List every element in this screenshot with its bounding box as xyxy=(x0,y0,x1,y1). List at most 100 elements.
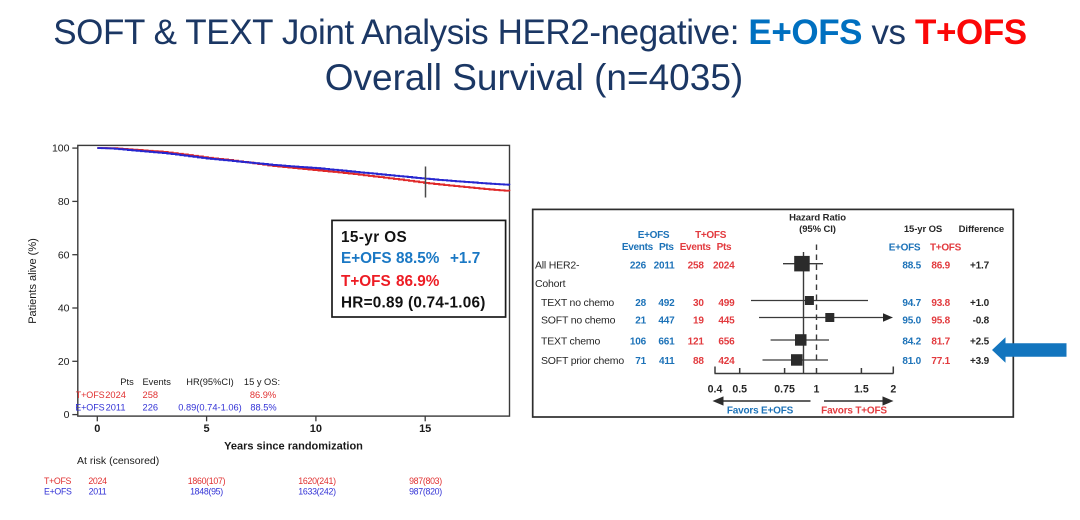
svg-text:Favors T+OFS: Favors T+OFS xyxy=(821,406,887,417)
svg-text:95.0: 95.0 xyxy=(902,315,921,326)
svg-text:86.9%: 86.9% xyxy=(396,273,440,290)
svg-text:987(820): 987(820) xyxy=(409,487,442,497)
svg-text:1633(242): 1633(242) xyxy=(298,487,336,497)
svg-text:445: 445 xyxy=(718,315,735,326)
svg-text:Pts: Pts xyxy=(659,242,674,253)
svg-text:492: 492 xyxy=(658,298,675,309)
svg-text:987(803): 987(803) xyxy=(409,476,442,486)
svg-text:19: 19 xyxy=(693,315,704,326)
svg-text:28: 28 xyxy=(635,298,646,309)
svg-text:1.5: 1.5 xyxy=(854,384,869,396)
svg-text:1860(107): 1860(107) xyxy=(188,476,226,486)
svg-text:2011: 2011 xyxy=(654,260,676,271)
svg-text:94.7: 94.7 xyxy=(902,298,921,309)
svg-text:21: 21 xyxy=(635,315,646,326)
svg-text:2: 2 xyxy=(890,384,896,396)
svg-text:+3.9: +3.9 xyxy=(970,356,990,367)
svg-text:E+OFS: E+OFS xyxy=(341,250,392,267)
svg-text:30: 30 xyxy=(693,298,704,309)
svg-text:447: 447 xyxy=(658,315,675,326)
svg-text:656: 656 xyxy=(718,336,735,347)
svg-text:226: 226 xyxy=(143,403,159,413)
svg-text:81.0: 81.0 xyxy=(902,356,921,367)
svg-text:499: 499 xyxy=(718,298,735,309)
svg-text:88: 88 xyxy=(693,356,704,367)
svg-text:2024: 2024 xyxy=(713,260,735,271)
svg-text:661: 661 xyxy=(658,336,675,347)
svg-text:Pts: Pts xyxy=(120,377,134,387)
svg-text:E+OFS: E+OFS xyxy=(44,487,72,497)
svg-text:40: 40 xyxy=(58,303,70,315)
svg-text:88.5%: 88.5% xyxy=(396,250,440,267)
svg-text:1620(241): 1620(241) xyxy=(298,476,336,486)
svg-text:Events: Events xyxy=(142,377,171,387)
svg-text:E+OFS: E+OFS xyxy=(75,403,104,413)
svg-text:0: 0 xyxy=(94,423,100,435)
svg-text:0.5: 0.5 xyxy=(732,384,747,396)
svg-text:95.8: 95.8 xyxy=(931,315,950,326)
svg-text:15: 15 xyxy=(419,423,431,435)
svg-text:+1.0: +1.0 xyxy=(970,298,990,309)
svg-text:E+OFS: E+OFS xyxy=(889,243,921,254)
svg-text:HR=0.89 (0.74-1.06): HR=0.89 (0.74-1.06) xyxy=(341,295,486,312)
svg-text:SOFT no chemo: SOFT no chemo xyxy=(541,314,616,326)
svg-text:0.4: 0.4 xyxy=(708,384,723,396)
svg-text:0.89(0.74-1.06): 0.89(0.74-1.06) xyxy=(178,403,242,413)
svg-text:Events: Events xyxy=(622,242,654,253)
svg-text:93.8: 93.8 xyxy=(931,298,950,309)
svg-text:Patients alive (%): Patients alive (%) xyxy=(27,238,39,324)
svg-text:84.2: 84.2 xyxy=(902,336,921,347)
svg-text:60: 60 xyxy=(58,249,70,261)
svg-text:TEXT no chemo: TEXT no chemo xyxy=(541,297,614,309)
svg-text:0: 0 xyxy=(64,409,70,421)
svg-text:T+OFS: T+OFS xyxy=(44,476,72,486)
svg-text:5: 5 xyxy=(204,423,210,435)
svg-text:0.75: 0.75 xyxy=(774,384,795,396)
svg-text:+2.5: +2.5 xyxy=(970,336,990,347)
svg-text:258: 258 xyxy=(688,260,705,271)
svg-text:424: 424 xyxy=(718,356,735,367)
svg-text:258: 258 xyxy=(143,390,159,400)
svg-text:SOFT prior chemo: SOFT prior chemo xyxy=(541,355,624,367)
svg-text:TEXT chemo: TEXT chemo xyxy=(541,335,600,347)
svg-text:T+OFS: T+OFS xyxy=(76,390,105,400)
svg-text:(95% CI): (95% CI) xyxy=(799,224,836,235)
svg-text:Favors E+OFS: Favors E+OFS xyxy=(727,406,794,417)
svg-text:71: 71 xyxy=(635,356,646,367)
svg-text:2024: 2024 xyxy=(105,390,126,400)
svg-text:88.5%: 88.5% xyxy=(250,403,276,413)
svg-text:Cohort: Cohort xyxy=(535,278,566,290)
svg-text:77.1: 77.1 xyxy=(931,356,950,367)
svg-text:2011: 2011 xyxy=(106,403,126,413)
svg-text:2024: 2024 xyxy=(88,476,107,486)
svg-text:121: 121 xyxy=(688,336,705,347)
svg-text:1848(95): 1848(95) xyxy=(190,487,223,497)
svg-text:20: 20 xyxy=(58,356,70,368)
svg-text:At risk (censored): At risk (censored) xyxy=(77,455,159,467)
svg-text:1: 1 xyxy=(814,384,820,396)
svg-text:+1.7: +1.7 xyxy=(450,250,480,267)
svg-text:10: 10 xyxy=(310,423,322,435)
svg-text:All HER2-: All HER2- xyxy=(535,259,580,271)
svg-text:-0.8: -0.8 xyxy=(973,315,990,326)
svg-text:106: 106 xyxy=(630,336,647,347)
svg-text:HR(95%CI): HR(95%CI) xyxy=(186,377,234,387)
svg-text:81.7: 81.7 xyxy=(931,336,950,347)
svg-text:Years since randomization: Years since randomization xyxy=(224,441,363,453)
svg-text:15 y OS:: 15 y OS: xyxy=(244,377,280,387)
svg-text:2011: 2011 xyxy=(89,487,107,497)
svg-text:15-yr OS: 15-yr OS xyxy=(341,229,407,246)
svg-text:T+OFS: T+OFS xyxy=(695,230,727,241)
svg-text:Pts: Pts xyxy=(717,242,732,253)
svg-text:E+OFS: E+OFS xyxy=(638,230,670,241)
svg-text:80: 80 xyxy=(58,196,70,208)
svg-text:411: 411 xyxy=(659,356,675,367)
svg-text:T+OFS: T+OFS xyxy=(341,273,391,290)
svg-text:T+OFS: T+OFS xyxy=(930,243,962,254)
svg-text:15-yr OS: 15-yr OS xyxy=(904,224,942,235)
svg-text:88.5: 88.5 xyxy=(902,260,921,271)
svg-text:Difference: Difference xyxy=(959,224,1004,235)
svg-text:226: 226 xyxy=(630,260,647,271)
svg-text:Events: Events xyxy=(680,242,712,253)
svg-text:86.9%: 86.9% xyxy=(250,390,276,400)
